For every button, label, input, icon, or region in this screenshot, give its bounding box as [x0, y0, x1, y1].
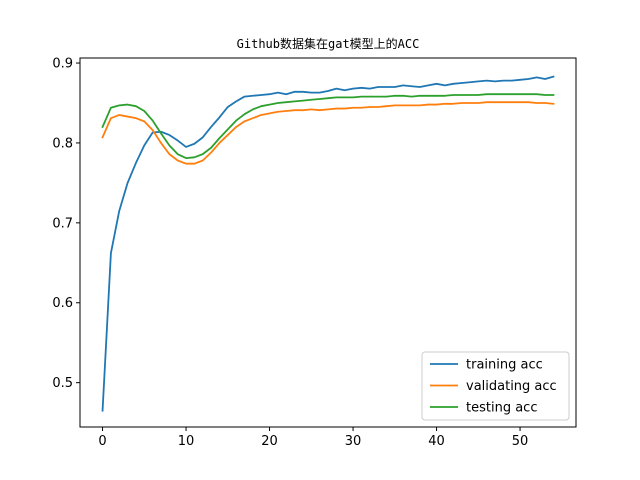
- plot-area-frame: [79, 57, 577, 428]
- legend-label: testing acc: [466, 401, 537, 416]
- legend: training acc validating acc testing acc: [421, 351, 570, 421]
- series-line-training-acc: [101, 75, 555, 412]
- x-axis: 0 10 20 30 40 50: [98, 427, 528, 449]
- y-tick-label: 0.6: [52, 296, 73, 311]
- series-line-validating-acc: [101, 101, 555, 165]
- legend-label: validating acc: [466, 379, 557, 394]
- x-tick-label: 50: [512, 434, 529, 449]
- y-axis: 0.5 0.6 0.7 0.8 0.9: [52, 57, 80, 391]
- y-tick-label: 0.9: [52, 57, 73, 72]
- y-tick-label: 0.8: [52, 136, 73, 151]
- legend-frame: [421, 351, 570, 421]
- x-tick-label: 10: [178, 434, 195, 449]
- y-tick-label: 0.5: [52, 376, 73, 391]
- x-tick-label: 30: [345, 434, 362, 449]
- legend-label: training acc: [466, 358, 543, 373]
- x-tick-label: 20: [261, 434, 278, 449]
- chart-title: Github数据集在gat模型上的ACC: [237, 36, 420, 51]
- series-line-testing-acc: [101, 93, 555, 160]
- y-tick-label: 0.7: [52, 216, 73, 231]
- x-tick-label: 40: [428, 434, 445, 449]
- x-tick-label: 0: [98, 434, 106, 449]
- series-layer: [101, 75, 555, 412]
